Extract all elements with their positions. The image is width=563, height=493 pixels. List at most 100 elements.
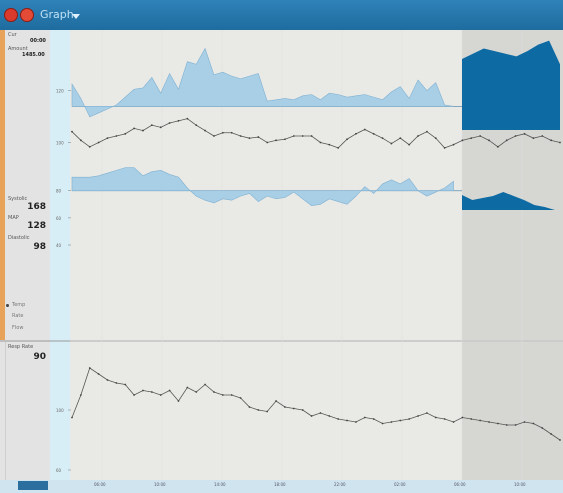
sidebar-value: 98 (33, 242, 46, 252)
data-point (505, 139, 508, 142)
sidebar-value: 1485.00 (22, 52, 45, 58)
highlight-area (462, 40, 560, 130)
data-point (514, 135, 517, 137)
legend-item[interactable]: Flow (6, 325, 23, 331)
data-point (355, 421, 357, 423)
data-point (443, 147, 446, 149)
data-point (496, 422, 499, 425)
data-point (213, 391, 215, 393)
data-point (115, 135, 118, 137)
y-tick-label: 40 (56, 243, 62, 248)
time-axis (0, 480, 563, 493)
window-title: Graph (40, 8, 74, 21)
title-bar: Graph (0, 0, 563, 30)
data-point (275, 400, 277, 402)
data-point (284, 138, 286, 141)
data-point (461, 416, 464, 419)
data-point (443, 418, 446, 420)
data-point (257, 409, 260, 411)
plot-area: 120 100 80 60 40 100 60 (0, 30, 563, 480)
data-point (541, 427, 544, 429)
data-point (452, 143, 455, 146)
app-logo-icon[interactable] (4, 8, 18, 22)
data-point (142, 389, 144, 392)
sidebar-value: 90 (33, 352, 46, 362)
legend-bullet-icon (6, 303, 9, 307)
data-point (124, 383, 127, 386)
data-point (248, 406, 251, 408)
data-point (399, 419, 402, 422)
time-tick-label: 22:00 (334, 482, 346, 487)
data-point (319, 141, 322, 144)
data-point (363, 128, 366, 131)
data-point (399, 137, 402, 140)
series-line (71, 118, 561, 149)
data-point (470, 137, 473, 140)
data-point (292, 135, 295, 137)
data-point (479, 419, 482, 422)
y-tick-label: 60 (56, 216, 62, 221)
data-point (177, 400, 180, 402)
data-point (408, 143, 411, 146)
data-point (213, 135, 215, 137)
data-point (186, 386, 189, 389)
data-point (337, 418, 340, 420)
data-point (337, 147, 340, 149)
series-area (71, 167, 454, 206)
series-area (71, 47, 454, 118)
data-point (452, 421, 455, 423)
data-point (328, 143, 331, 146)
data-point (204, 129, 206, 132)
data-point (266, 410, 269, 413)
y-tick-label: 60 (56, 468, 62, 473)
legend-item[interactable]: Rate (6, 313, 23, 319)
data-point (284, 406, 286, 408)
sidebar-lower-strip (0, 342, 6, 480)
data-point (426, 412, 428, 414)
sidebar-label: Systolic (8, 196, 28, 202)
series-line (71, 367, 561, 441)
data-point (177, 119, 180, 122)
legend-label: Flow (12, 325, 24, 331)
data-point (346, 419, 348, 422)
data-point (372, 132, 375, 135)
data-point (319, 412, 322, 414)
time-tick-label: 14:00 (214, 482, 226, 487)
data-point (248, 137, 251, 140)
data-point (239, 397, 242, 399)
time-range-button[interactable] (18, 481, 48, 490)
data-point (204, 383, 206, 386)
chevron-down-icon[interactable] (72, 14, 80, 19)
data-point (97, 373, 100, 375)
data-point (221, 394, 224, 396)
data-point (106, 137, 109, 140)
data-point (532, 422, 535, 425)
data-point (505, 424, 508, 426)
data-point (381, 422, 384, 425)
data-point (124, 132, 127, 135)
sidebar-label: Resp Rate (8, 344, 34, 350)
data-point (106, 379, 109, 381)
data-point (133, 127, 136, 130)
data-point (159, 126, 162, 129)
data-point (266, 141, 269, 144)
data-point (488, 421, 490, 423)
data-point (88, 367, 91, 369)
data-point (363, 416, 366, 419)
data-point (275, 139, 277, 142)
data-point (150, 391, 153, 393)
highlight-region (462, 342, 563, 480)
sidebar-value: 128 (27, 221, 46, 231)
data-point (559, 141, 561, 144)
legend-item[interactable]: Temp (6, 302, 25, 308)
data-point (142, 129, 144, 132)
highlight-area (462, 192, 555, 210)
data-point (541, 135, 544, 137)
data-point (310, 415, 313, 417)
sidebar-label: Amount (8, 46, 28, 52)
data-point (168, 389, 171, 392)
app-logo-icon[interactable] (20, 8, 34, 22)
sidebar-label: Diastolic (8, 235, 30, 241)
data-point (381, 137, 384, 140)
